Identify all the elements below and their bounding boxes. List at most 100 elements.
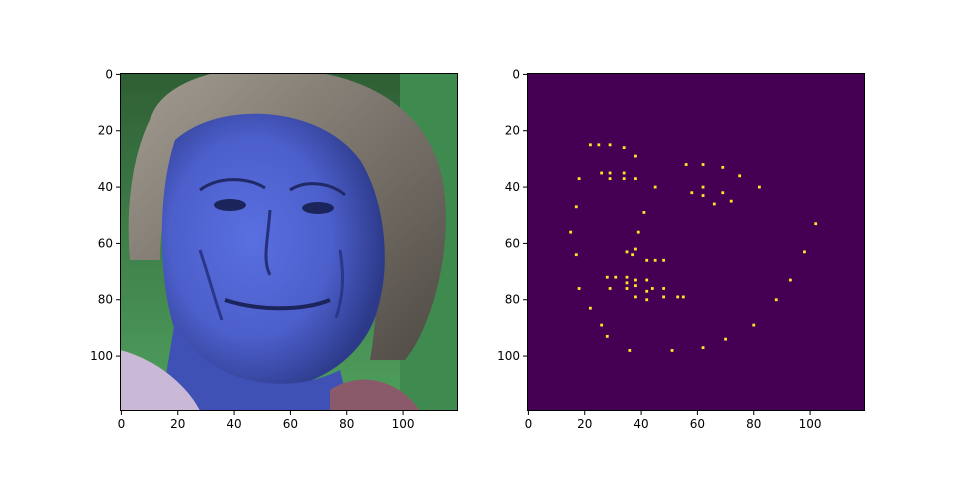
keypoint-dot [645, 258, 649, 262]
keypoint-dot [634, 247, 637, 251]
keypoint-dot [642, 211, 646, 214]
keypoint-dot [597, 143, 601, 147]
left-x-tick-label: 60 [283, 417, 298, 431]
left-y-tick-label: 100 [90, 349, 113, 363]
keypoint-dot [701, 185, 705, 189]
keypoint-dot [701, 194, 705, 197]
keypoint-dot [650, 287, 654, 290]
right-y-tick-label: 80 [505, 293, 520, 307]
right-y-tick-label: 100 [497, 349, 520, 363]
keypoint-dot [814, 222, 818, 226]
keypoint-dot [634, 177, 637, 181]
keypoint-dot [670, 349, 674, 352]
keypoint-dot [574, 253, 578, 257]
face-photo-icon [120, 73, 458, 411]
right-x-axis: 0 20 40 60 80 100 [525, 411, 822, 431]
keypoint-dot [684, 163, 688, 166]
right-x-tick-label: 60 [690, 417, 705, 431]
left-y-axis: 0 20 40 60 80 100 [90, 67, 120, 363]
keypoint-dot [625, 287, 629, 290]
keypoint-dot [636, 230, 640, 234]
keypoint-points [569, 143, 818, 352]
keypoint-dot [631, 253, 635, 257]
keypoint-dot [653, 258, 657, 262]
left-y-tick-label: 80 [98, 293, 113, 307]
keypoint-dot [625, 281, 629, 285]
keypoint-dot [738, 174, 742, 178]
keypoint-dot [662, 287, 666, 290]
keypoint-dot [803, 250, 806, 254]
right-y-tick-label: 0 [512, 67, 520, 81]
left-x-tick-label: 40 [226, 417, 241, 431]
keypoint-dot [628, 349, 632, 352]
face-image-panel: 0 20 40 60 80 100 0 20 40 60 80 100 [90, 67, 458, 431]
keypoint-dot [608, 177, 612, 181]
keypoint-dot [701, 346, 705, 350]
left-y-tick-label: 60 [98, 236, 113, 250]
keypoint-dot [634, 284, 637, 288]
keypoint-dot [577, 287, 581, 290]
left-y-tick-label: 0 [105, 67, 113, 81]
keypoint-dot [614, 275, 618, 279]
keypoint-dot [634, 154, 637, 158]
keypoint-dot [662, 295, 666, 299]
left-x-axis: 0 20 40 60 80 100 [118, 411, 415, 431]
keypoint-dot [774, 298, 778, 302]
keypoint-dot [676, 295, 680, 299]
keypoint-dot [721, 191, 725, 195]
right-x-tick-label: 20 [577, 417, 592, 431]
keypoint-dot [608, 287, 612, 290]
keypoint-dot [634, 295, 637, 299]
keypoint-dot [577, 177, 581, 181]
keypoint-dot [752, 323, 756, 327]
right-x-tick-label: 40 [633, 417, 648, 431]
keypoint-dot [625, 250, 629, 254]
keypoint-map-background [527, 73, 865, 411]
keypoint-dot [574, 205, 578, 209]
keypoint-dot [724, 337, 727, 341]
right-y-tick-label: 20 [505, 124, 520, 138]
keypoint-dot [588, 143, 592, 147]
left-x-tick-label: 0 [118, 417, 126, 431]
keypoint-dot [645, 298, 649, 302]
keypoint-dot [608, 171, 612, 175]
left-x-tick-label: 80 [339, 417, 354, 431]
left-y-tick-label: 40 [98, 180, 113, 194]
keypoint-dot [729, 199, 733, 203]
right-x-tick-label: 0 [525, 417, 533, 431]
keypoint-dot [622, 177, 626, 181]
keypoint-dot [634, 278, 637, 282]
right-y-tick-label: 60 [505, 236, 520, 250]
keypoint-dot [681, 295, 685, 299]
keypoint-dot [645, 289, 649, 293]
keypoint-dot [653, 185, 657, 189]
keypoint-dot [588, 306, 592, 310]
left-y-tick-label: 20 [98, 124, 113, 138]
keypoint-dot [712, 202, 716, 206]
keypoint-dot [605, 334, 609, 338]
keypoint-dot [625, 275, 629, 279]
keypoint-dot [622, 146, 626, 150]
left-axes-frame [120, 73, 458, 411]
keypoint-dot [645, 278, 649, 282]
right-y-tick-label: 40 [505, 180, 520, 194]
keypoint-dot [600, 323, 604, 327]
keypoint-dot [605, 275, 609, 279]
keypoint-dot [701, 163, 705, 166]
keypoint-dot [600, 171, 604, 175]
keypoint-dot [622, 171, 626, 175]
keypoint-dot [608, 143, 612, 147]
right-x-tick-label: 100 [799, 417, 822, 431]
right-x-tick-label: 80 [746, 417, 761, 431]
keypoint-dot [788, 278, 792, 282]
keypoint-dot [690, 191, 694, 195]
right-axes-frame [527, 73, 865, 411]
right-y-axis: 0 20 40 60 80 100 [497, 67, 527, 363]
keypoint-dot [662, 258, 666, 262]
keypoint-map-panel: 0 20 40 60 80 100 0 20 40 60 80 100 [497, 67, 865, 431]
keypoint-dot [569, 230, 573, 234]
keypoint-dot [721, 165, 725, 169]
keypoint-dot [757, 185, 761, 189]
left-x-tick-label: 20 [170, 417, 185, 431]
